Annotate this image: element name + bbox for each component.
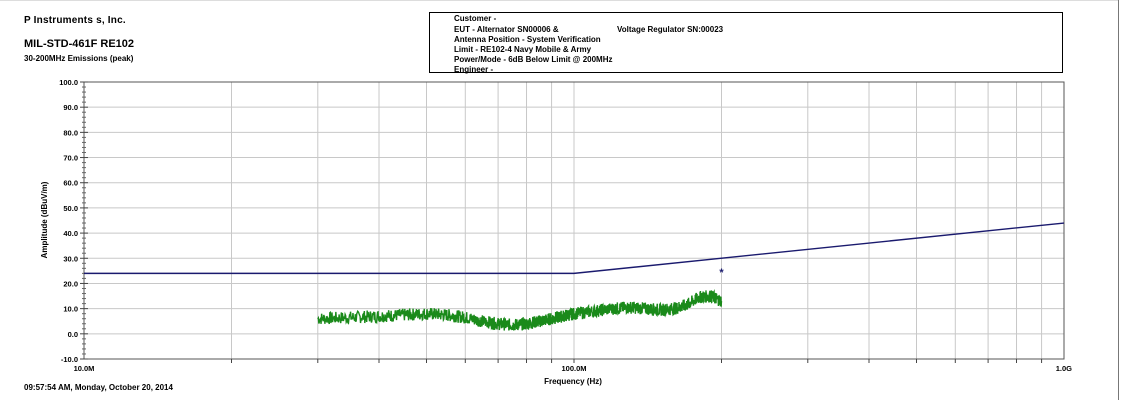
- chart-grid: [84, 82, 1064, 359]
- company-name: P Instruments s, Inc.: [24, 15, 126, 26]
- power-mode-line: Power/Mode - 6dB Below Limit @ 200MHz: [454, 55, 613, 64]
- x-tick-label: 10.0M: [74, 364, 95, 373]
- customer-line: Customer -: [454, 14, 497, 23]
- y-tick-label: 10.0: [63, 305, 78, 314]
- y-tick-label: 90.0: [63, 103, 78, 112]
- axis-ticks: [80, 81, 1043, 363]
- eut-line: EUT - Alternator SN00006 &: [454, 25, 559, 34]
- x-axis-label: Frequency (Hz): [544, 377, 602, 386]
- y-tick-label: 30.0: [63, 254, 78, 263]
- report-subtitle: 30-200MHz Emissions (peak): [24, 54, 134, 63]
- voltage-regulator-line: Voltage Regulator SN:00023: [617, 25, 724, 34]
- page-top-border: [0, 0, 1119, 1]
- y-tick-label: 80.0: [63, 128, 78, 137]
- data-series: *: [84, 222, 1065, 331]
- y-tick-label: 40.0: [63, 229, 78, 238]
- peak-marker: *: [719, 267, 724, 279]
- x-tick-label: 1.0G: [1056, 364, 1072, 373]
- y-tick-label: 60.0: [63, 179, 78, 188]
- page-right-border: [1118, 0, 1119, 400]
- emissions-trace: [317, 289, 723, 331]
- y-axis-label: Amplitude (dBuV/m): [40, 181, 49, 258]
- y-tick-label: 100.0: [59, 78, 78, 87]
- limit-line: Limit - RE102-4 Navy Mobile & Army: [454, 45, 592, 54]
- limit-line: [84, 222, 1065, 275]
- x-tick-label: 100.0M: [561, 364, 586, 373]
- report-timestamp: 09:57:54 AM, Monday, October 20, 2014: [24, 383, 173, 392]
- y-tick-label: 70.0: [63, 154, 78, 163]
- y-tick-label: 0.0: [68, 330, 78, 339]
- test-info-box: Customer - EUT - Alternator SN00006 & Vo…: [429, 12, 1063, 74]
- y-tick-label: -10.0: [61, 355, 78, 364]
- y-tick-label: 20.0: [63, 279, 78, 288]
- tick-labels: 100.0 90.0 80.0 70.0 60.0 50.0 40.0 30.0 20.0 10.…: [59, 78, 1072, 373]
- engineer-line: Engineer -: [454, 65, 494, 74]
- report-title: MIL-STD-461F RE102: [24, 38, 135, 50]
- antenna-position-line: Antenna Position - System Verification: [454, 35, 601, 44]
- y-tick-label: 50.0: [63, 204, 78, 213]
